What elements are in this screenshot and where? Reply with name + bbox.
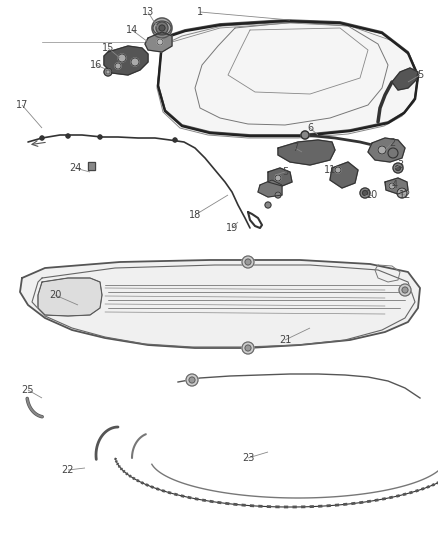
Text: 11: 11: [324, 165, 336, 175]
Circle shape: [156, 22, 168, 34]
Circle shape: [115, 63, 121, 69]
Text: 20: 20: [49, 290, 61, 300]
Polygon shape: [38, 278, 102, 316]
Circle shape: [265, 202, 271, 208]
Circle shape: [378, 146, 386, 154]
Circle shape: [152, 18, 172, 38]
Text: 7: 7: [292, 143, 298, 153]
Circle shape: [40, 136, 44, 140]
Circle shape: [399, 284, 411, 296]
Text: 10: 10: [366, 190, 378, 200]
Circle shape: [189, 377, 195, 383]
Circle shape: [159, 25, 165, 31]
Polygon shape: [385, 178, 408, 194]
Text: 12: 12: [399, 190, 411, 200]
Circle shape: [245, 345, 251, 351]
Text: 6: 6: [307, 123, 313, 133]
Polygon shape: [268, 168, 292, 186]
Text: 4: 4: [392, 180, 398, 190]
Polygon shape: [368, 138, 405, 162]
Text: 13: 13: [142, 7, 154, 17]
Text: 23: 23: [242, 453, 254, 463]
Circle shape: [335, 167, 341, 173]
Polygon shape: [145, 32, 172, 52]
Polygon shape: [158, 20, 418, 135]
Text: 22: 22: [62, 465, 74, 475]
Polygon shape: [258, 180, 282, 197]
Text: 24: 24: [69, 163, 81, 173]
Circle shape: [157, 39, 163, 45]
Circle shape: [118, 54, 126, 62]
Circle shape: [363, 190, 367, 196]
Text: 17: 17: [16, 100, 28, 110]
Circle shape: [275, 192, 281, 198]
Text: 19: 19: [226, 223, 238, 233]
Text: 3: 3: [397, 160, 403, 170]
Circle shape: [389, 183, 395, 189]
Circle shape: [275, 175, 281, 181]
Circle shape: [396, 166, 400, 171]
Circle shape: [104, 68, 112, 76]
Circle shape: [397, 188, 407, 198]
Text: 18: 18: [189, 210, 201, 220]
Circle shape: [245, 259, 251, 265]
Circle shape: [173, 138, 177, 142]
Text: 5: 5: [417, 70, 423, 80]
Circle shape: [393, 163, 403, 173]
Circle shape: [360, 188, 370, 198]
Circle shape: [98, 135, 102, 139]
Text: 1: 1: [197, 7, 203, 17]
Text: 15: 15: [102, 43, 114, 53]
Circle shape: [106, 70, 110, 74]
Circle shape: [402, 287, 408, 293]
Text: 25: 25: [22, 385, 34, 395]
Polygon shape: [104, 46, 148, 75]
Text: 21: 21: [279, 335, 291, 345]
Circle shape: [242, 256, 254, 268]
Circle shape: [388, 148, 398, 158]
Polygon shape: [278, 140, 335, 165]
Polygon shape: [392, 68, 418, 90]
Circle shape: [186, 374, 198, 386]
Polygon shape: [330, 162, 358, 188]
Text: 5: 5: [282, 167, 288, 177]
Text: 16: 16: [90, 60, 102, 70]
Circle shape: [301, 131, 309, 139]
Text: 14: 14: [126, 25, 138, 35]
Circle shape: [242, 342, 254, 354]
Circle shape: [131, 58, 139, 66]
Polygon shape: [20, 260, 420, 348]
Circle shape: [66, 134, 70, 138]
Polygon shape: [88, 162, 95, 170]
Text: 2: 2: [389, 138, 395, 148]
